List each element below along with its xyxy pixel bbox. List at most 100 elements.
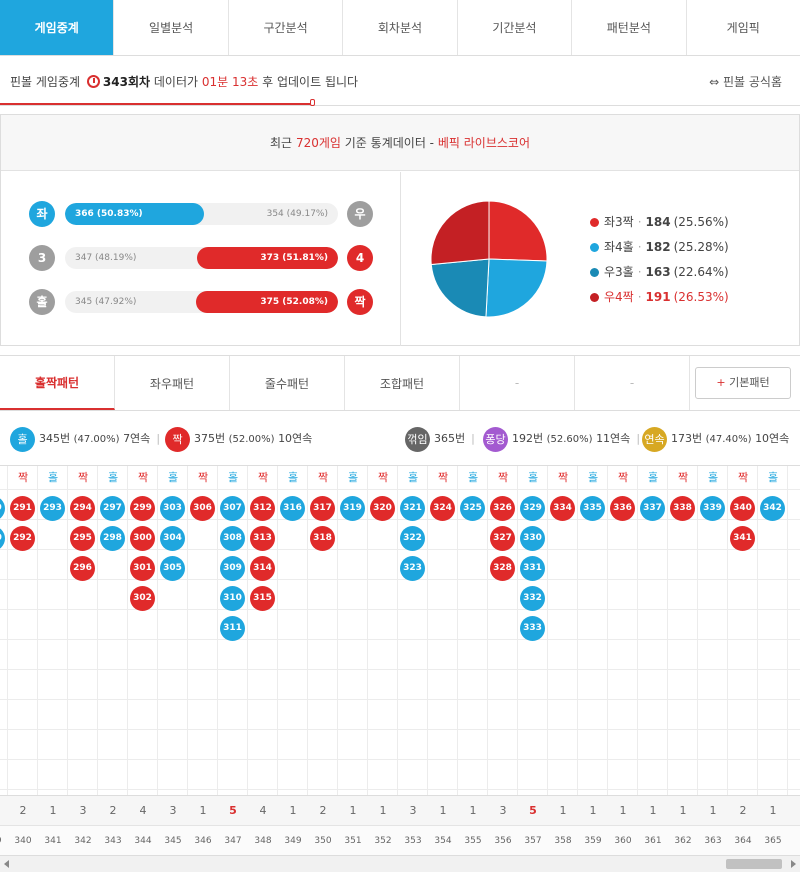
round-ball: 289	[0, 496, 5, 521]
top-tab-6[interactable]: 게임픽	[726, 21, 760, 35]
round-ball: 299	[130, 496, 155, 521]
streak-count: 1	[379, 804, 387, 817]
legend-sep: ·	[637, 240, 642, 254]
round-ball: 324	[430, 496, 455, 521]
official-home-link[interactable]: ⇔ 핀볼 공식홈	[709, 75, 782, 89]
basic-pattern-button[interactable]: + 기본패턴	[695, 367, 791, 399]
left-symbol-icon: 3	[29, 245, 55, 271]
column-result: 짝	[197, 471, 209, 484]
column-result: 홀	[47, 471, 59, 484]
scroll-thumb[interactable]	[726, 859, 782, 869]
streak-count: 4	[259, 804, 267, 817]
round-label: 349	[284, 836, 302, 846]
right-value: 354 (49.17%)	[266, 209, 328, 219]
status-prefix: 핀볼 게임중계	[10, 75, 81, 89]
pattern-column-5: 짝 299 300 301 302	[128, 466, 158, 796]
round-label: 362	[674, 836, 692, 846]
round-ball: 294	[70, 496, 95, 521]
streak-count: 1	[49, 804, 57, 817]
legend-dot-icon	[590, 243, 599, 252]
top-tab-2[interactable]: 구간분석	[229, 0, 344, 55]
pattern-column-22: 홀 337	[638, 466, 668, 796]
column-result: 홀	[167, 471, 179, 484]
legend-value: 163	[645, 265, 671, 279]
round-ball: 328	[490, 556, 515, 581]
pattern-tab-4[interactable]: -	[460, 356, 575, 410]
streak-count: 1	[649, 804, 657, 817]
round-ball: 339	[700, 496, 725, 521]
streak-count: 1	[199, 804, 207, 817]
grid-line	[0, 699, 800, 700]
pie-slice-1	[485, 258, 548, 318]
top-tab-5[interactable]: 패턴분석	[572, 0, 687, 55]
pattern-tab-1[interactable]: 좌우패턴	[115, 356, 230, 410]
round-label: 339	[0, 826, 8, 856]
pattern-tab-3[interactable]: 조합패턴	[345, 356, 460, 410]
streak-count: 1	[709, 804, 717, 817]
pie-slice-3	[430, 200, 490, 266]
round-ball: 305	[160, 556, 185, 581]
streak-count: 1	[439, 804, 447, 817]
top-tab-bar: 게임중계 일별분석 구간분석 회차분석 기간분석 패턴분석 게임픽	[0, 0, 800, 56]
round-ball: 338	[670, 496, 695, 521]
legend-sep: ·	[637, 265, 642, 279]
statistics-panel: 최근 720게임 기준 통계데이터 - 베픽 라이브스코어 좌 366 (50.8…	[0, 114, 800, 346]
scroll-left-icon[interactable]	[4, 860, 9, 868]
round-ball: 298	[100, 526, 125, 551]
left-value: 345 (47.92%)	[75, 297, 137, 307]
pattern-column-3: 짝 294 295 296	[68, 466, 98, 796]
ratio-fill	[65, 203, 204, 225]
pattern-tab-2[interactable]: 줄수패턴	[230, 356, 345, 410]
update-status: 핀볼 게임중계 343회차 데이터가 01분 13초 후 업데이트 됩니다	[10, 73, 358, 90]
column-result: 짝	[17, 471, 29, 484]
cont-pct: (47.40%)	[705, 434, 752, 445]
top-tab-0[interactable]: 게임중계	[0, 0, 115, 55]
pattern-column-21: 짝 336	[608, 466, 638, 796]
round-ball: 315	[250, 586, 275, 611]
cont-count: 173번	[671, 432, 703, 445]
clock-icon	[86, 75, 100, 88]
top-tab-4[interactable]: 기간분석	[458, 0, 573, 55]
legend-label: 좌4홀	[604, 240, 634, 254]
streak-count: 1	[469, 804, 477, 817]
round-ball: 330	[520, 526, 545, 551]
pong-badge: 퐁당	[483, 426, 508, 452]
legend-pct: (25.56%)	[673, 215, 729, 229]
round-ball: 308	[220, 526, 245, 551]
grid-line	[0, 669, 800, 670]
horizontal-scrollbar[interactable]	[0, 855, 800, 872]
top-tab-3[interactable]: 회차분석	[343, 0, 458, 55]
status-bar: 핀볼 게임중계 343회차 데이터가 01분 13초 후 업데이트 됩니다 ⇔ …	[0, 56, 800, 106]
column-result: 짝	[557, 471, 569, 484]
left-value: 366 (50.83%)	[75, 209, 143, 219]
left-value: 347 (48.19%)	[75, 253, 137, 263]
pattern-tab-5[interactable]: -	[575, 356, 690, 410]
bounce-badge: 꺾임	[405, 426, 430, 452]
round-ball: 290	[0, 526, 5, 551]
streak-count: 3	[169, 804, 177, 817]
pattern-column-11: 짝 317 318	[308, 466, 338, 796]
round-ball: 332	[520, 586, 545, 611]
streak-count: 5	[529, 804, 537, 817]
streak-count: 1	[619, 804, 627, 817]
countdown-time: 01분 13초	[201, 75, 259, 89]
round-ball: 313	[250, 526, 275, 551]
even-badge: 짝	[165, 426, 190, 452]
pattern-column-16: 홀 325	[458, 466, 488, 796]
streak-count: 1	[589, 804, 597, 817]
streak-count: 2	[739, 804, 747, 817]
scroll-right-icon[interactable]	[791, 860, 796, 868]
round-ball: 340	[730, 496, 755, 521]
round-ball: 292	[10, 526, 35, 551]
grid-line	[0, 609, 800, 610]
column-result: 홀	[767, 471, 779, 484]
pattern-tab-0[interactable]: 홀짝패턴	[0, 356, 115, 410]
top-tab-1[interactable]: 일별분석	[114, 0, 229, 55]
round-number-row: 339 340 341 342 343 344 345 346 347 348 349 350 351 3…	[0, 825, 800, 855]
ratio-bars: 좌 366 (50.83%) 354 (49.17%) 우 3 347 (48.19%) 3…	[1, 172, 401, 346]
separator: |	[156, 432, 161, 445]
streak-count: 3	[409, 804, 417, 817]
grid-line	[0, 519, 800, 520]
right-symbol-icon: 짝	[347, 289, 373, 315]
round-ball: 323	[400, 556, 425, 581]
